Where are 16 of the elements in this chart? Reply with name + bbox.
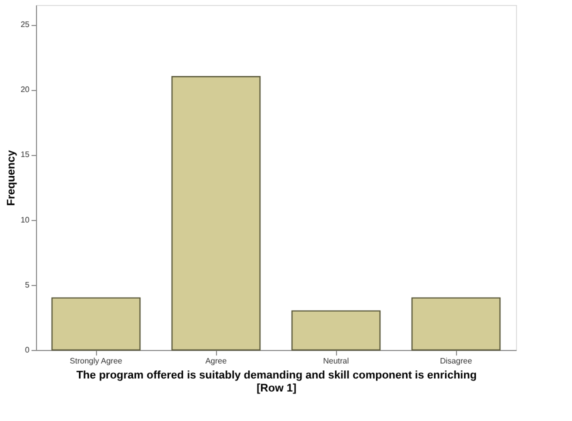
bar <box>51 297 141 351</box>
x-axis-title: The program offered is suitably demanding and skill component is enriching [Row 1] <box>76 370 477 394</box>
bar <box>291 310 381 351</box>
x-tick-label: Neutral <box>323 356 350 366</box>
x-tick-label: Strongly Agree <box>70 356 123 366</box>
y-tick-label: 10 <box>20 215 30 224</box>
x-tick-label: Agree <box>205 356 228 366</box>
y-tick-label: 5 <box>25 280 30 290</box>
bar <box>411 297 501 351</box>
y-tick-label: 20 <box>20 85 30 94</box>
y-tick-label: 15 <box>20 150 30 160</box>
x-tick-label: Disagree <box>440 356 473 366</box>
y-tick-label: 25 <box>20 20 30 30</box>
bar <box>171 76 261 351</box>
y-axis-title: Frequency <box>6 149 18 206</box>
y-tick-label: 0 <box>25 346 30 354</box>
